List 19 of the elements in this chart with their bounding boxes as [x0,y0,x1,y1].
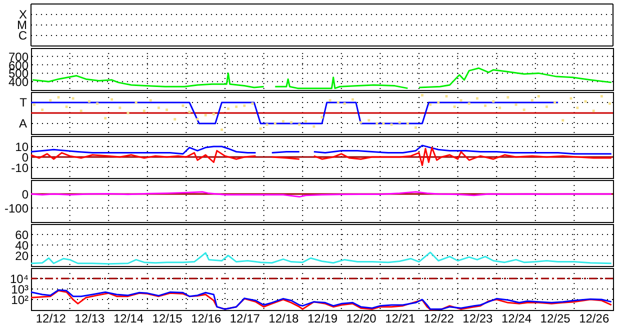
x-tick-label: 12/20 [346,312,377,326]
x-tick-label: 12/21 [385,312,416,326]
x-tick-label: 12/14 [113,312,144,326]
x-tick-label: 12/24 [501,312,532,326]
x-tick-label: 12/16 [191,312,222,326]
x-tick-label: 12/12 [36,312,66,326]
x-tick-label: 12/15 [152,312,183,326]
y-tick-label: 0 [22,188,29,202]
x-tick-label: 12/23 [462,312,494,326]
y-tick-label: -100 [4,202,29,216]
x-tick-label: 12/17 [230,312,260,326]
x-tick-label: 12/13 [74,312,106,326]
text: A [18,116,27,130]
x-tick-label: 12/19 [307,312,338,326]
x-tick-label: 12/25 [540,312,571,326]
x-tick-label: 12/22 [424,312,454,326]
text: T [20,96,28,110]
x-tick-label: 12/26 [579,312,610,326]
x-tick-label: 12/18 [268,312,300,326]
